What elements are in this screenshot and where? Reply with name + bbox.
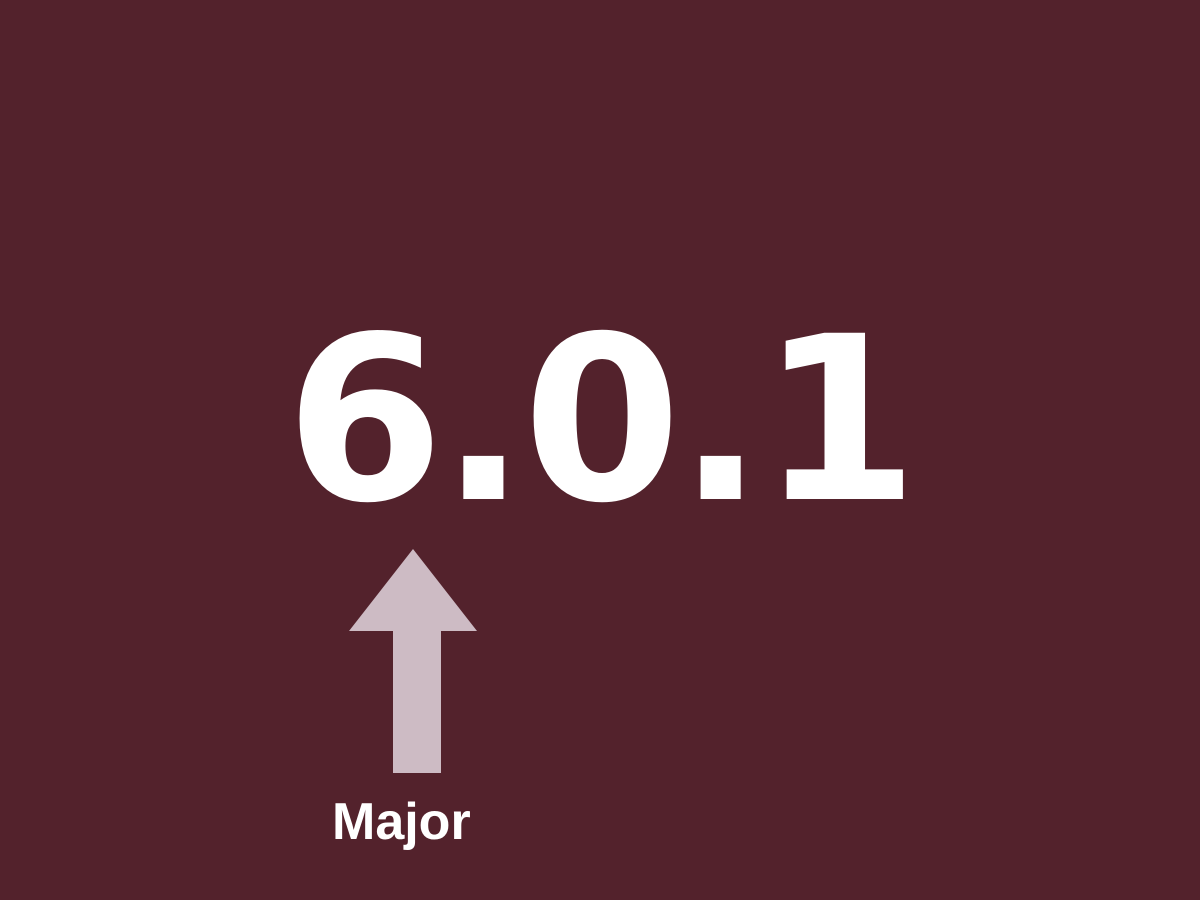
up-arrow-icon — [349, 549, 477, 773]
version-number: 6.0.1 — [285, 287, 918, 553]
major-label: Major — [332, 793, 471, 851]
